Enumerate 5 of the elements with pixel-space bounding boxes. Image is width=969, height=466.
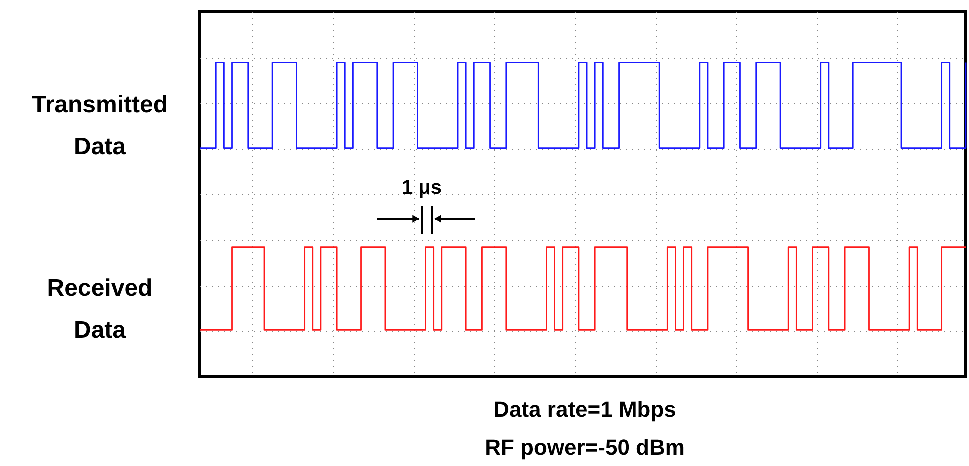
text: RF power=-50 dBm — [485, 435, 685, 460]
text: Received Data — [47, 274, 153, 344]
text: Data rate=1 Mbps — [494, 397, 676, 422]
series-label: Transmitted Data — [32, 92, 168, 161]
annotation: 1 μs — [402, 177, 442, 199]
